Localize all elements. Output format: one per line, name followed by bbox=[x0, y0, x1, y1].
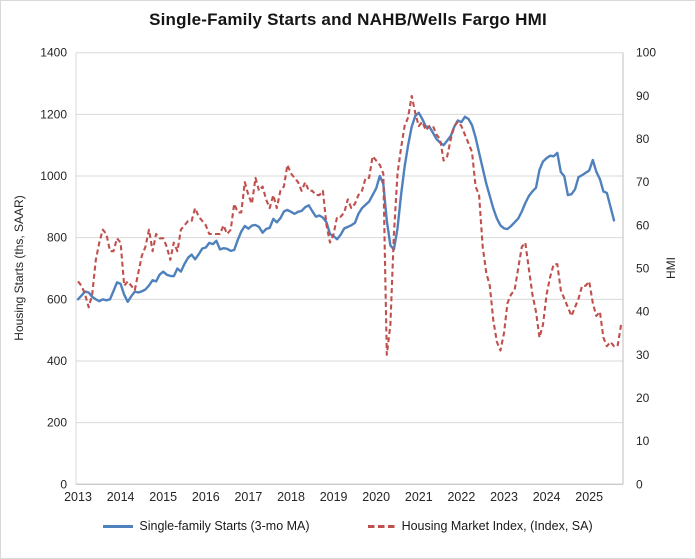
right-axis-tick-label: 90 bbox=[636, 89, 650, 103]
x-axis-tick-label: 2013 bbox=[64, 490, 92, 504]
right-axis-tick-label: 60 bbox=[636, 218, 650, 232]
right-axis-tick-label: 70 bbox=[636, 175, 650, 189]
right-axis-tick-label: 30 bbox=[636, 348, 650, 362]
x-axis-tick-label: 2017 bbox=[234, 490, 262, 504]
x-axis-tick-label: 2024 bbox=[533, 490, 561, 504]
right-axis-title: HMI bbox=[664, 257, 678, 279]
series-lines-layer bbox=[76, 94, 623, 356]
x-axis-tick-label: 2019 bbox=[320, 490, 348, 504]
legend-line-dashed-icon bbox=[367, 524, 396, 528]
starts-series-line bbox=[76, 111, 616, 303]
right-axis-tick-label: 10 bbox=[636, 434, 650, 448]
right-axis-tick-label: 100 bbox=[636, 46, 656, 60]
x-axis-tick-label: 2020 bbox=[362, 490, 390, 504]
left-axis-tick-label: 200 bbox=[47, 416, 67, 430]
right-axis-tick-label: 50 bbox=[636, 262, 650, 276]
x-axis-tick-label: 2023 bbox=[490, 490, 518, 504]
right-axis-tick-label: 40 bbox=[636, 305, 650, 319]
hmi-series-line bbox=[77, 94, 623, 356]
chart-title: Single-Family Starts and NAHB/Wells Farg… bbox=[149, 10, 547, 29]
left-axis-tick-label: 800 bbox=[47, 231, 67, 245]
x-axis-tick-label: 2016 bbox=[192, 490, 220, 504]
x-axis-tick-label: 2022 bbox=[447, 490, 475, 504]
legend-label-hmi: Housing Market Index, (Index, SA) bbox=[401, 519, 593, 533]
legend-label-starts: Single-family Starts (3-mo MA) bbox=[139, 519, 310, 533]
chart-legend: Single-family Starts (3-mo MA) Housing M… bbox=[1, 519, 695, 533]
left-axis-tick-label: 600 bbox=[47, 292, 67, 306]
x-axis-tick-label: 2018 bbox=[277, 490, 305, 504]
left-axis-tick-label: 0 bbox=[60, 477, 67, 491]
right-axis-tick-label: 0 bbox=[636, 477, 643, 491]
left-axis-tick-label: 1400 bbox=[40, 46, 67, 60]
x-axis-tick-label: 2021 bbox=[405, 490, 433, 504]
right-axis-tick-label: 80 bbox=[636, 132, 650, 146]
left-axis-tick-label: 1200 bbox=[40, 107, 67, 121]
axis-tick-labels-layer: 0 200 400 600 800 1000 1200 1400 0 10 20 30 40 50 60 70… bbox=[40, 46, 656, 504]
legend-item-starts: Single-family Starts (3-mo MA) bbox=[103, 519, 310, 533]
x-axis-tick-label: 2025 bbox=[575, 490, 603, 504]
right-axis-tick-label: 20 bbox=[636, 391, 650, 405]
legend-item-hmi: Housing Market Index, (Index, SA) bbox=[367, 519, 593, 533]
gridlines-layer bbox=[75, 52, 624, 485]
left-axis-tick-label: 1000 bbox=[40, 169, 67, 183]
left-axis-title: Housing Starts (ths, SAAR) bbox=[12, 195, 26, 340]
left-axis-tick-label: 400 bbox=[47, 354, 67, 368]
x-axis-tick-label: 2014 bbox=[107, 490, 135, 504]
x-axis-tick-label: 2015 bbox=[149, 490, 177, 504]
legend-line-solid-icon bbox=[103, 524, 134, 528]
